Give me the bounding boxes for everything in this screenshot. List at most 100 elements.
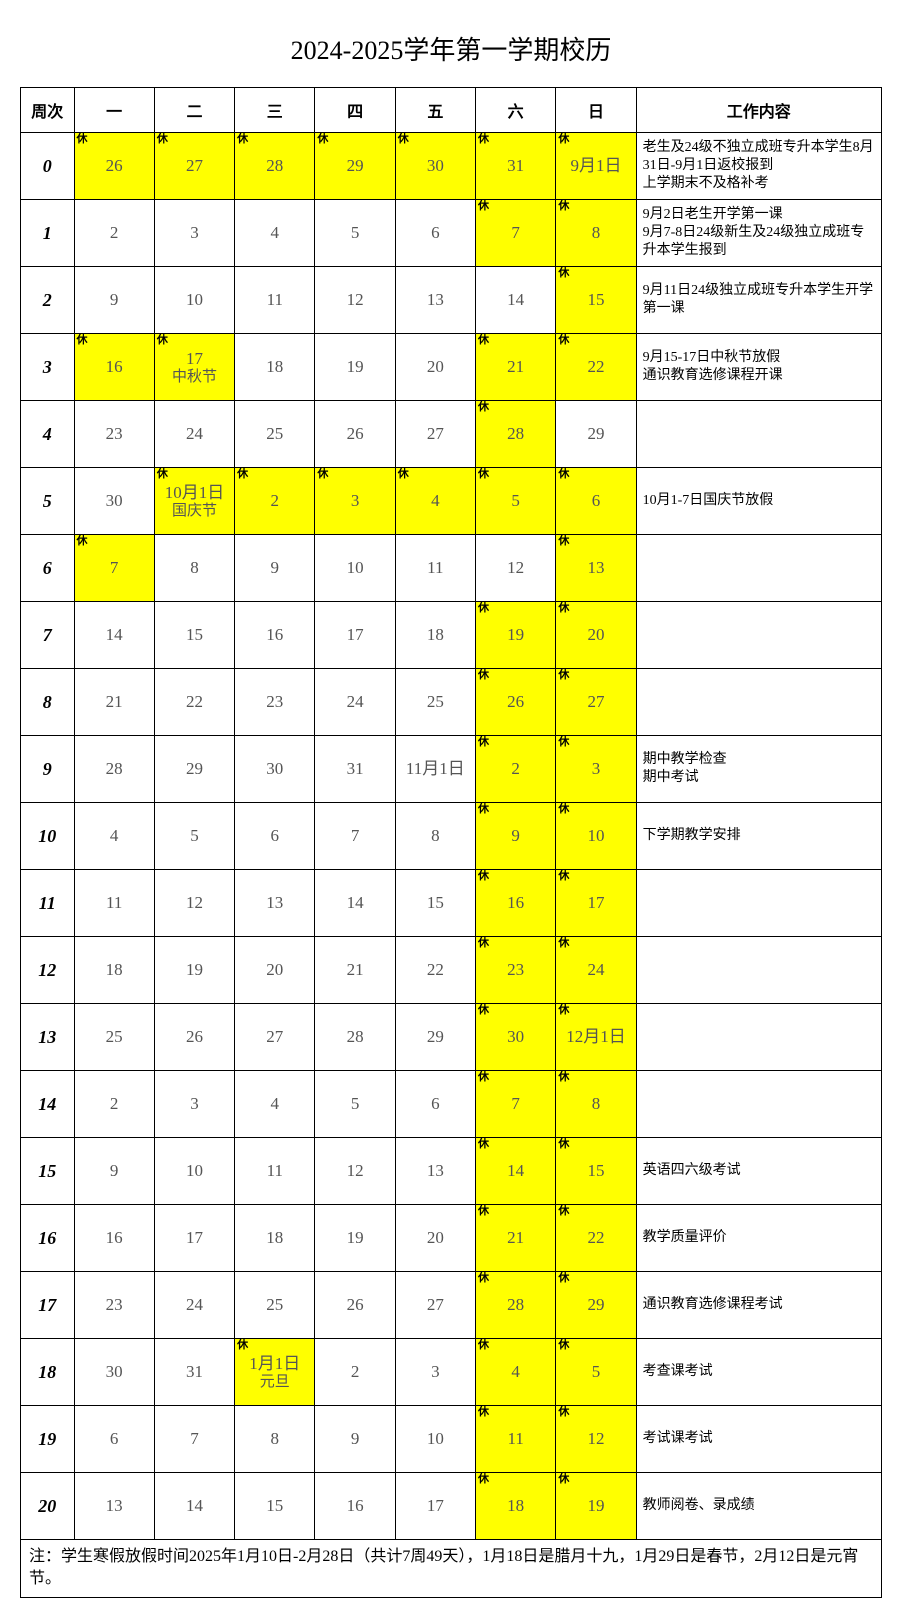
day-number: 18 [235,357,314,377]
day-number: 5 [556,1362,635,1382]
day-number: 21 [315,960,394,980]
day-cell: 2 [315,1339,395,1406]
day-number: 29 [315,156,394,176]
table-row: 132526272829休30休12月1日 [21,1004,882,1071]
day-cell: 13 [235,870,315,937]
day-number: 27 [235,1027,314,1047]
day-cell: 休5 [476,468,556,535]
day-cell: 休23 [476,937,556,1004]
table-row: 3休16休17中秋节181920休21休229月15-17日中秋节放假通识教育选… [21,334,882,401]
day-cell: 11 [395,535,475,602]
rest-mark: 休 [478,134,489,145]
table-row: 183031休1月1日元旦23休4休5考查课考试 [21,1339,882,1406]
rest-mark: 休 [478,469,489,480]
work-notes [636,602,881,669]
day-number: 31 [155,1362,234,1382]
day-cell: 休21 [476,334,556,401]
day-cell: 23 [74,1272,154,1339]
day-cell: 休11 [476,1406,556,1473]
rest-mark: 休 [478,1005,489,1016]
rest-mark: 休 [558,201,569,212]
day-cell: 休29 [556,1272,636,1339]
rest-mark: 休 [558,737,569,748]
day-cell: 8 [235,1406,315,1473]
rest-mark: 休 [558,603,569,614]
day-cell: 22 [395,937,475,1004]
week-number: 5 [21,468,75,535]
rest-mark: 休 [478,603,489,614]
day-cell: 休10月1日国庆节 [154,468,234,535]
day-cell: 休28 [476,401,556,468]
day-cell: 25 [235,401,315,468]
day-cell: 休 19 [476,602,556,669]
rest-mark: 休 [398,134,409,145]
day-cell: 13 [74,1473,154,1540]
day-number: 3 [155,1094,234,1114]
week-number: 11 [21,870,75,937]
day-cell: 休26 [74,133,154,200]
day-number: 19 [476,625,555,645]
day-number: 30 [75,491,154,511]
day-cell: 休16 [476,870,556,937]
day-cell: 11 [235,267,315,334]
day-number: 9 [75,1161,154,1181]
day-cell: 17 [315,602,395,669]
day-number: 27 [556,692,635,712]
table-row: 15910111213休14休15英语四六级考试 [21,1138,882,1205]
rest-mark: 休 [237,1340,248,1351]
week-number: 12 [21,937,75,1004]
day-cell: 7 [154,1406,234,1473]
rest-mark: 休 [558,134,569,145]
day-cell: 27 [235,1004,315,1071]
day-cell: 8 [154,535,234,602]
day-number: 17 [155,349,234,369]
day-number: 12 [476,558,555,578]
rest-mark: 休 [317,469,328,480]
day-number: 10 [556,826,635,846]
day-number: 3 [315,491,394,511]
day-number: 17 [396,1496,475,1516]
week-number: 10 [21,803,75,870]
day-number: 20 [556,625,635,645]
day-number: 12 [315,290,394,310]
day-number: 19 [315,1228,394,1248]
rest-mark: 休 [558,1273,569,1284]
day-number: 31 [315,759,394,779]
day-cell: 休22 [556,334,636,401]
table-row: 19678910休11休12考试课考试 [21,1406,882,1473]
day-cell: 7 [315,803,395,870]
day-cell: 10 [154,1138,234,1205]
week-number: 20 [21,1473,75,1540]
day-cell: 29 [556,401,636,468]
day-cell: 19 [315,1205,395,1272]
day-cell: 4 [235,1071,315,1138]
day-cell: 休19 [556,1473,636,1540]
table-row: 291011121314休159月11日24级独立成班专升本学生开学第一课 [21,267,882,334]
day-cell: 9 [74,267,154,334]
week-number: 13 [21,1004,75,1071]
header-cell: 周次 [21,88,75,133]
rest-mark: 休 [478,670,489,681]
day-number: 10 [155,1161,234,1181]
day-number: 19 [155,960,234,980]
rest-mark: 休 [478,1072,489,1083]
day-cell: 休24 [556,937,636,1004]
day-cell: 休6 [556,468,636,535]
week-number: 4 [21,401,75,468]
work-notes: 通识教育选修课程考试 [636,1272,881,1339]
work-notes: 10月1-7日国庆节放假 [636,468,881,535]
day-number: 29 [155,759,234,779]
week-number: 6 [21,535,75,602]
day-number: 13 [556,558,635,578]
day-cell: 休13 [556,535,636,602]
day-cell: 30 [235,736,315,803]
day-number: 2 [315,1362,394,1382]
day-cell: 27 [395,1272,475,1339]
day-cell: 17 [154,1205,234,1272]
day-number: 4 [476,1362,555,1382]
day-cell: 休7 [74,535,154,602]
day-cell: 休27 [556,669,636,736]
header-cell: 二 [154,88,234,133]
day-number: 4 [235,223,314,243]
header-cell: 工作内容 [636,88,881,133]
